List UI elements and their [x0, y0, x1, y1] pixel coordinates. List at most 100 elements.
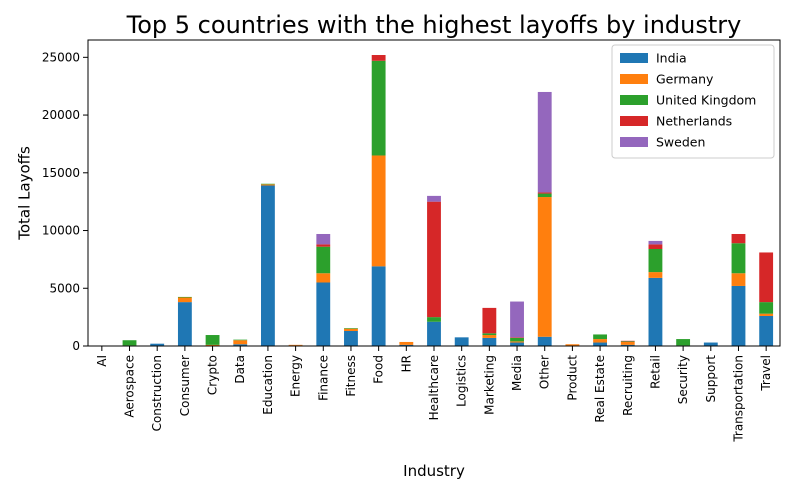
- y-tick-label: 20000: [42, 108, 80, 122]
- x-axis-title: Industry: [403, 462, 465, 480]
- bar-travel-germany: [759, 313, 774, 316]
- bar-logistics-india: [454, 337, 469, 346]
- bar-media-germany: [510, 341, 524, 343]
- bar-support-india: [703, 342, 718, 346]
- x-tick-label: Construction: [150, 355, 164, 431]
- x-tick-label: Logistics: [455, 355, 469, 407]
- bar-education-india: [261, 185, 275, 346]
- legend-swatch-india: [620, 53, 648, 63]
- legend-label-united-kingdom: United Kingdom: [656, 93, 756, 108]
- bar-energy-germany: [288, 344, 303, 346]
- x-tick-label: Crypto: [206, 355, 220, 395]
- x-tick-label: Education: [261, 355, 275, 415]
- x-axis: AI Aerospace Construction Consumer Crypto Dat…: [95, 346, 773, 443]
- bar-recruiting-india: [620, 344, 635, 346]
- bar-retail-sweden: [648, 240, 663, 245]
- x-tick-label: Aerospace: [123, 355, 137, 418]
- x-tick-label: Media: [510, 355, 524, 391]
- bar-healthcare-sweden: [427, 195, 441, 202]
- legend: India Germany United Kingdom Netherlands Swe…: [611, 44, 775, 159]
- bar-real-estate-united-kingdom: [593, 334, 607, 340]
- bar-marketing-germany: [482, 335, 497, 338]
- x-tick-label: Finance: [316, 355, 330, 401]
- bar-healthcare-united-kingdom: [427, 317, 441, 322]
- bar-media-netherlands: [510, 337, 524, 338]
- bar-security-united-kingdom: [676, 339, 691, 346]
- legend-swatch-germany: [620, 74, 648, 84]
- bar-fitness-india: [344, 330, 358, 346]
- bar-data-india: [233, 344, 248, 346]
- bar-marketing-india: [482, 337, 497, 346]
- bar-crypto-germany: [205, 344, 220, 346]
- bar-other-united-kingdom: [537, 193, 552, 198]
- bar-education-united-kingdom: [261, 183, 275, 185]
- bar-data-united-kingdom: [233, 339, 248, 341]
- x-tick-label: Other: [538, 355, 552, 389]
- x-tick-label: Healthcare: [427, 355, 441, 420]
- bar-marketing-netherlands: [482, 307, 497, 334]
- bar-consumer-united-kingdom: [177, 296, 192, 298]
- bar-hr-germany: [399, 341, 414, 345]
- y-tick-label: 25000: [42, 50, 80, 64]
- bar-other-india: [537, 336, 552, 346]
- x-tick-label: Real Estate: [593, 355, 607, 423]
- bar-marketing-united-kingdom: [482, 333, 497, 336]
- x-tick-label: Data: [233, 355, 247, 384]
- plot-frame: [87, 39, 781, 347]
- chart-title: Top 5 countries with the highest layoffs…: [126, 11, 742, 39]
- bar-retail-germany: [648, 272, 663, 278]
- x-tick-label: Security: [676, 355, 690, 404]
- bar-real-estate-india: [593, 342, 607, 346]
- bar-product-germany: [565, 344, 580, 346]
- bar-crypto-united-kingdom: [205, 335, 220, 345]
- legend-label-netherlands: Netherlands: [656, 114, 732, 129]
- bar-other-germany: [537, 197, 552, 337]
- bar-aerospace-united-kingdom: [122, 340, 137, 346]
- x-tick-label: AI: [95, 355, 109, 367]
- bar-food-united-kingdom: [371, 60, 386, 156]
- bar-data-germany: [233, 340, 248, 345]
- legend-swatch-netherlands: [620, 116, 648, 126]
- legend-label-india: India: [656, 51, 687, 66]
- bar-travel-netherlands: [759, 252, 774, 303]
- x-tick-label: Support: [704, 355, 718, 403]
- bar-recruiting-united-kingdom: [620, 341, 635, 342]
- bar-transportation-germany: [731, 273, 746, 286]
- bar-finance-netherlands: [316, 244, 331, 247]
- bar-fitness-united-kingdom: [344, 328, 358, 329]
- bar-food-germany: [371, 155, 386, 267]
- bar-transportation-united-kingdom: [731, 243, 746, 274]
- bar-hr-india: [399, 344, 414, 346]
- bar-transportation-india: [731, 285, 746, 346]
- x-tick-label: Transportation: [731, 355, 745, 443]
- y-axis-title: Total Layoffs: [15, 146, 33, 241]
- bar-finance-united-kingdom: [316, 246, 331, 274]
- legend-label-germany: Germany: [656, 72, 714, 87]
- bar-education-germany: [261, 184, 275, 186]
- legend-swatch-sweden: [620, 137, 648, 147]
- bar-consumer-germany: [177, 297, 192, 303]
- bar-recruiting-germany: [620, 341, 635, 345]
- bar-food-india: [371, 266, 386, 346]
- bar-real-estate-germany: [593, 339, 607, 343]
- bar-fitness-germany: [344, 328, 358, 331]
- x-tick-label: Energy: [289, 355, 303, 397]
- y-tick-label: 5000: [49, 281, 80, 295]
- bar-other-netherlands: [537, 192, 552, 194]
- bar-travel-united-kingdom: [759, 302, 774, 314]
- y-axis: 0 5000 10000 15000 20000 25000: [42, 50, 88, 353]
- x-tick-label: Food: [372, 355, 386, 384]
- bar-finance-germany: [316, 273, 331, 283]
- bar-travel-india: [759, 315, 774, 346]
- bar-retail-united-kingdom: [648, 249, 663, 273]
- x-tick-label: Retail: [648, 355, 662, 389]
- bar-retail-india: [648, 277, 663, 346]
- y-tick-label: 10000: [42, 224, 80, 238]
- bar-transportation-netherlands: [731, 233, 746, 244]
- bar-recruiting-netherlands: [620, 340, 635, 342]
- x-tick-label: Product: [565, 355, 579, 401]
- bar-construction-india: [150, 343, 165, 346]
- y-tick-label: 0: [72, 339, 80, 353]
